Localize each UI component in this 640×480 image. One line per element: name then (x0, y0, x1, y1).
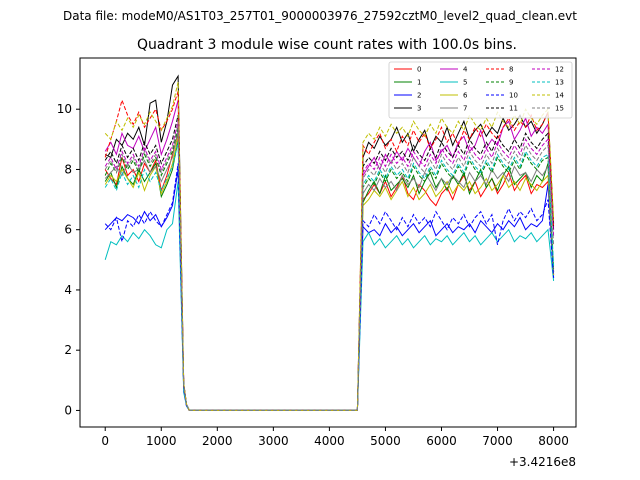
legend-label-2: 2 (417, 92, 421, 100)
x-tick-label: 8000 (538, 434, 569, 448)
legend-label-11: 11 (509, 105, 518, 113)
series-line-8 (104, 90, 555, 411)
series-line-15 (104, 124, 555, 411)
chart-title: Quadrant 3 module wise count rates with … (137, 37, 517, 53)
series-line-1 (104, 139, 555, 411)
series-line-4 (104, 100, 555, 411)
series-line-5 (104, 181, 555, 411)
x-tick-label: 3000 (258, 434, 289, 448)
series-line-7 (104, 130, 555, 411)
series-line-0 (104, 133, 555, 411)
series-line-11 (104, 115, 555, 411)
y-tick-label: 10 (57, 102, 72, 116)
x-tick-label: 6000 (426, 434, 457, 448)
y-tick-label: 6 (64, 223, 72, 237)
legend-label-1: 1 (417, 79, 421, 87)
series-line-10 (104, 163, 555, 411)
legend-label-9: 9 (509, 79, 513, 87)
plot-frame (79, 57, 577, 428)
legend-label-6: 6 (463, 92, 468, 100)
legend-label-15: 15 (555, 105, 564, 113)
legend-label-12: 12 (555, 66, 564, 74)
series-line-12 (104, 121, 555, 411)
legend-label-0: 0 (417, 66, 421, 74)
legend-label-10: 10 (509, 92, 518, 100)
legend-box (388, 61, 573, 119)
x-axis: 0 1000 2000 3000 4000 5000 6000 7000 8000 (101, 427, 569, 448)
x-tick-label: 7000 (482, 434, 513, 448)
legend-label-7: 7 (463, 105, 467, 113)
series-line-14 (104, 81, 555, 411)
y-tick-label: 8 (64, 162, 72, 176)
x-tick-label: 2000 (202, 434, 233, 448)
series-line-6 (104, 136, 555, 411)
y-tick-label: 4 (64, 283, 72, 297)
series-line-3 (104, 74, 555, 411)
y-axis: 0 2 4 6 8 10 (57, 102, 80, 417)
series-line-9 (104, 127, 555, 411)
legend-label-4: 4 (463, 66, 468, 74)
x-offset-label: +3.4216e8 (509, 455, 576, 469)
x-tick-label: 1000 (146, 434, 177, 448)
x-tick-label: 5000 (370, 434, 401, 448)
series-line-2 (104, 169, 555, 411)
legend-label-3: 3 (417, 105, 421, 113)
series-layer (104, 74, 555, 411)
y-tick-label: 2 (64, 343, 72, 357)
y-tick-label: 0 (64, 403, 72, 417)
legend-label-5: 5 (463, 79, 467, 87)
x-tick-label: 4000 (314, 434, 345, 448)
x-tick-label: 0 (101, 434, 109, 448)
data-file-label: Data file: modeM0/AS1T03_257T01_90000039… (63, 9, 577, 23)
series-line-13 (104, 142, 555, 411)
legend-label-8: 8 (509, 66, 513, 74)
legend-label-13: 13 (555, 79, 564, 87)
legend-label-14: 14 (555, 92, 564, 100)
